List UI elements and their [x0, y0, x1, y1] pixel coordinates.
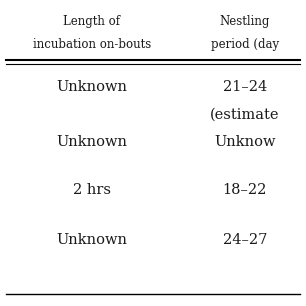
- Text: Length of: Length of: [63, 15, 120, 28]
- Text: Unknown: Unknown: [56, 135, 127, 149]
- Text: 21–24: 21–24: [223, 80, 267, 94]
- Text: Unknown: Unknown: [56, 233, 127, 247]
- Text: 2 hrs: 2 hrs: [73, 183, 111, 197]
- Text: 24–27: 24–27: [222, 233, 267, 247]
- Text: (estimate: (estimate: [210, 108, 280, 122]
- Text: incubation on-bouts: incubation on-bouts: [33, 38, 151, 51]
- Text: 18–22: 18–22: [222, 183, 267, 197]
- Text: Unknow: Unknow: [214, 135, 275, 149]
- Text: Unknown: Unknown: [56, 80, 127, 94]
- Text: Nestling: Nestling: [220, 15, 270, 28]
- Text: period (day: period (day: [211, 38, 279, 51]
